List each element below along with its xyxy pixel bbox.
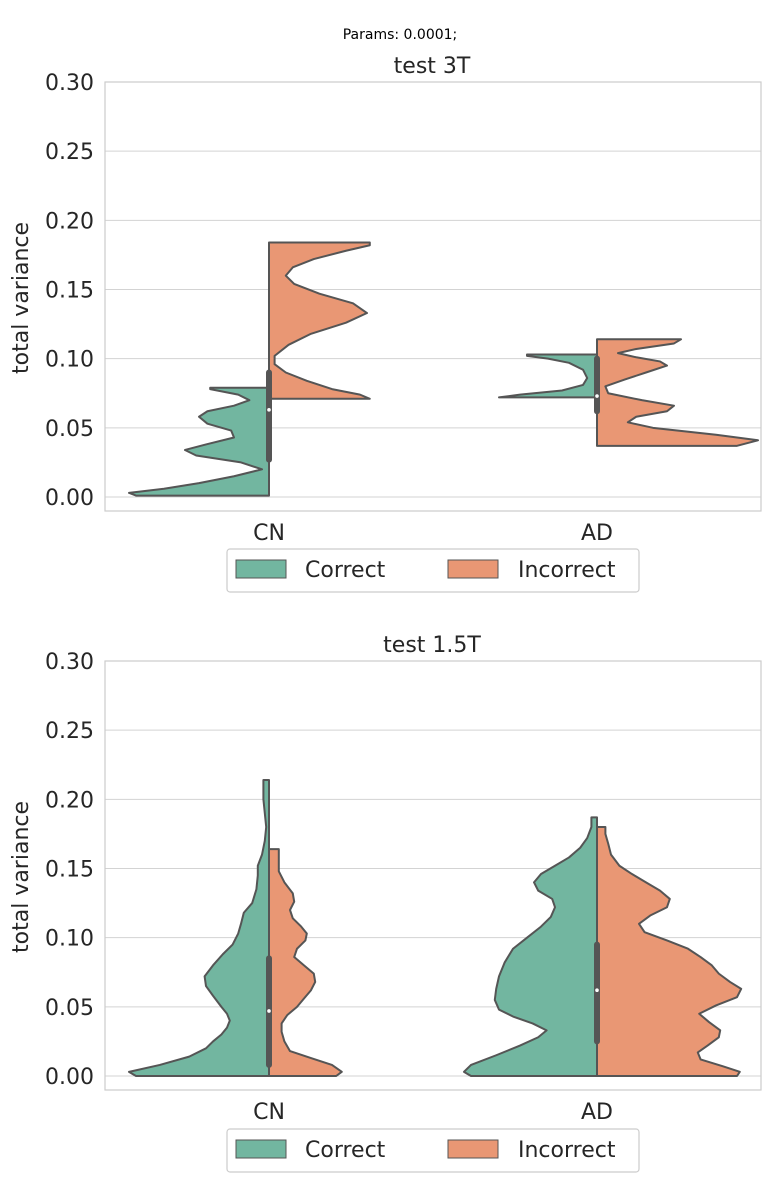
median-dot-cn bbox=[267, 408, 271, 412]
violins-1-5t bbox=[128, 778, 743, 1077]
y-tick-label: 0.10 bbox=[45, 927, 94, 952]
y-tick-label: 0.05 bbox=[45, 417, 94, 442]
figure-suptitle: Params: 0.0001; bbox=[343, 27, 458, 43]
y-tick-labels-3t: 0.00 0.05 0.10 0.15 0.20 0.25 0.30 bbox=[45, 71, 94, 511]
y-tick-label: 0.30 bbox=[45, 650, 94, 675]
legend-label-correct: Correct bbox=[305, 1138, 386, 1163]
y-tick-label: 0.05 bbox=[45, 996, 94, 1021]
violin-incorrect-ad bbox=[596, 826, 743, 1077]
x-tick-label-cn: CN bbox=[253, 1100, 285, 1125]
violin-incorrect-cn bbox=[268, 241, 371, 400]
legend-label-incorrect: Incorrect bbox=[518, 1138, 616, 1163]
chart-panel-1-5t: test 1.5T 0.00 0.05 0.10 0.15 0.20 0.25 0.30 t… bbox=[9, 633, 762, 1173]
y-tick-label: 0.25 bbox=[45, 140, 94, 165]
x-tick-label-ad: AD bbox=[581, 1100, 613, 1125]
y-tick-labels-1-5t: 0.00 0.05 0.10 0.15 0.20 0.25 0.30 bbox=[45, 650, 94, 1090]
legend-swatch-correct bbox=[235, 559, 287, 579]
y-tick-label: 0.00 bbox=[45, 1065, 94, 1090]
plot-frame-3t bbox=[104, 81, 762, 512]
x-tick-label-cn: CN bbox=[253, 521, 285, 546]
legend-swatch-correct bbox=[235, 1139, 287, 1159]
y-tick-label: 0.30 bbox=[45, 71, 94, 96]
violins-3t bbox=[128, 241, 759, 497]
median-dot-ad bbox=[595, 394, 599, 398]
violin-correct-ad bbox=[463, 816, 598, 1077]
violin-correct-cn bbox=[128, 778, 270, 1077]
violin-correct-ad bbox=[498, 353, 598, 399]
plot-frame-1-5t bbox=[104, 660, 762, 1091]
median-dot-cn bbox=[267, 1009, 271, 1013]
x-tick-labels-3t: CN AD bbox=[253, 521, 613, 546]
y-tick-label: 0.15 bbox=[45, 858, 94, 883]
y-tick-label: 0.10 bbox=[45, 348, 94, 373]
legend-label-incorrect: Incorrect bbox=[518, 558, 616, 583]
x-tick-labels-1-5t: CN AD bbox=[253, 1100, 613, 1125]
y-tick-label: 0.00 bbox=[45, 486, 94, 511]
legend-swatch-incorrect bbox=[447, 559, 499, 579]
violin-incorrect-cn bbox=[268, 848, 343, 1077]
chart-title-1-5t: test 1.5T bbox=[383, 633, 481, 658]
y-tick-label: 0.20 bbox=[45, 209, 94, 234]
y-tick-label: 0.15 bbox=[45, 279, 94, 304]
chart-title-3t: test 3T bbox=[394, 54, 471, 79]
legend-frame bbox=[226, 1128, 640, 1173]
legend-swatch-incorrect bbox=[447, 1139, 499, 1159]
y-axis-label-3t: total variance bbox=[9, 222, 34, 374]
legend-frame bbox=[226, 548, 640, 593]
y-tick-label: 0.25 bbox=[45, 719, 94, 744]
legend-label-correct: Correct bbox=[305, 558, 386, 583]
y-axis-label-1-5t: total variance bbox=[9, 801, 34, 953]
legend-3t: Correct Incorrect bbox=[226, 548, 640, 593]
x-tick-label-ad: AD bbox=[581, 521, 613, 546]
median-dot-ad bbox=[595, 988, 599, 993]
chart-panel-3t: test 3T 0.00 0.05 0.10 0.15 0.20 0.25 0.30 tot… bbox=[9, 54, 762, 593]
violin-incorrect-ad bbox=[596, 338, 759, 447]
violin-correct-cn bbox=[128, 386, 270, 497]
legend-1-5t: Correct Incorrect bbox=[226, 1128, 640, 1173]
y-tick-label: 0.20 bbox=[45, 788, 94, 813]
